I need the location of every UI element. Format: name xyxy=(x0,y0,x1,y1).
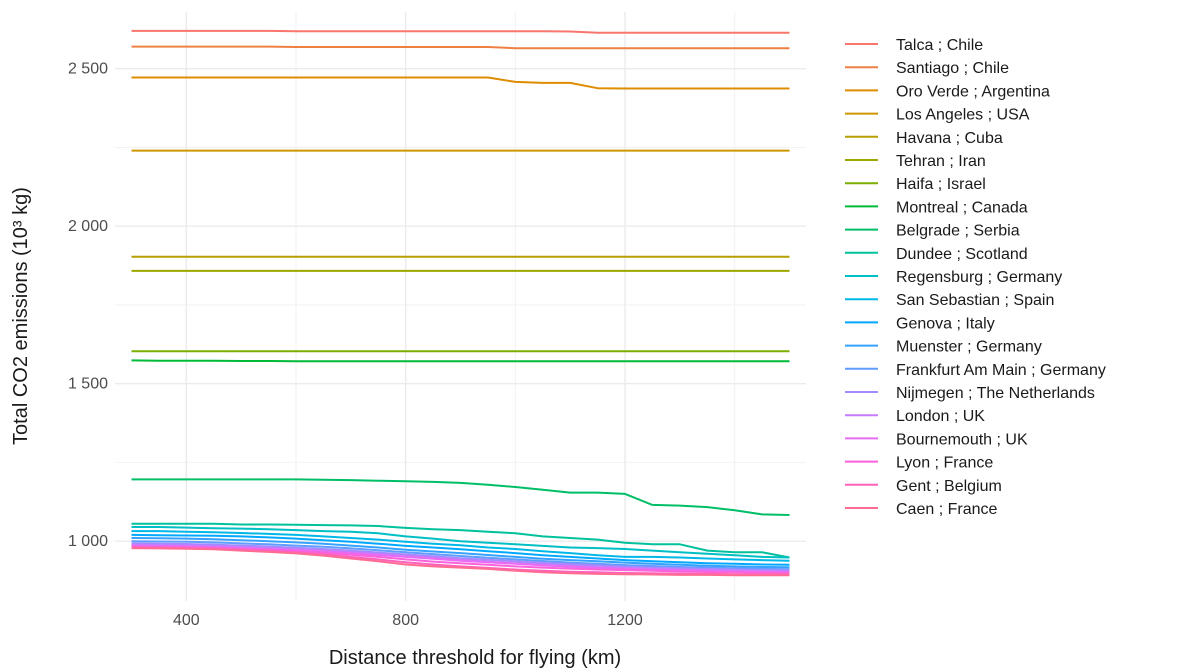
legend-label: Santiago ; Chile xyxy=(896,60,1009,77)
y-tick-label: 1 000 xyxy=(68,533,108,550)
legend-label: Oro Verde ; Argentina xyxy=(896,83,1050,100)
series-line xyxy=(131,29,790,34)
legend-label: Montreal ; Canada xyxy=(896,199,1028,216)
legend: Talca ; Chile Santiago ; Chile Oro Verde ;… xyxy=(845,37,1106,518)
series-lines xyxy=(131,29,790,577)
major-gridlines xyxy=(115,12,806,601)
legend-label: Lyon ; France xyxy=(896,455,993,472)
series-line xyxy=(131,478,790,516)
x-tick-label: 400 xyxy=(173,612,200,629)
series-line xyxy=(131,522,790,559)
legend-label: San Sebastian ; Spain xyxy=(896,292,1054,309)
series-line xyxy=(131,359,790,363)
minor-gridlines xyxy=(115,12,806,601)
legend-label: Talca ; Chile xyxy=(896,37,983,54)
legend-label: Frankfurt Am Main ; Germany xyxy=(896,362,1106,379)
x-axis-title: Distance threshold for flying (km) xyxy=(329,647,621,669)
series-line xyxy=(131,547,790,577)
legend-label: Caen ; France xyxy=(896,501,997,518)
x-tick-label: 800 xyxy=(392,612,419,629)
series-line xyxy=(131,533,790,566)
legend-label: Tehran ; Iran xyxy=(896,153,986,170)
series-line xyxy=(131,76,790,90)
y-axis-ticks: 1 000 1 500 2 000 2 500 xyxy=(68,61,108,550)
legend-label: Nijmegen ; The Netherlands xyxy=(896,385,1095,402)
series-line xyxy=(131,526,790,559)
legend-label: Muenster ; Germany xyxy=(896,339,1042,356)
legend-label: Dundee ; Scotland xyxy=(896,246,1028,263)
legend-label: Havana ; Cuba xyxy=(896,130,1003,147)
legend-label: Bournemouth ; UK xyxy=(896,431,1028,448)
legend-label: Gent ; Belgium xyxy=(896,478,1002,495)
legend-label: London ; UK xyxy=(896,408,985,425)
y-tick-label: 2 500 xyxy=(68,61,108,78)
y-tick-label: 1 500 xyxy=(68,376,108,393)
x-tick-label: 1200 xyxy=(607,612,643,629)
x-axis-ticks: 400 800 1200 xyxy=(173,612,643,629)
legend-label: Los Angeles ; USA xyxy=(896,107,1030,124)
y-axis-title: Total CO2 emissions (10³ kg) xyxy=(10,187,32,445)
series-line xyxy=(131,530,790,562)
series-line xyxy=(131,542,790,572)
legend-label: Haifa ; Israel xyxy=(896,176,986,193)
series-line xyxy=(131,537,790,569)
legend-label: Genova ; Italy xyxy=(896,315,995,332)
y-tick-label: 2 000 xyxy=(68,218,108,235)
legend-label: Belgrade ; Serbia xyxy=(896,223,1020,240)
series-line xyxy=(131,45,790,50)
series-line xyxy=(131,540,790,571)
legend-label: Regensburg ; Germany xyxy=(896,269,1062,286)
